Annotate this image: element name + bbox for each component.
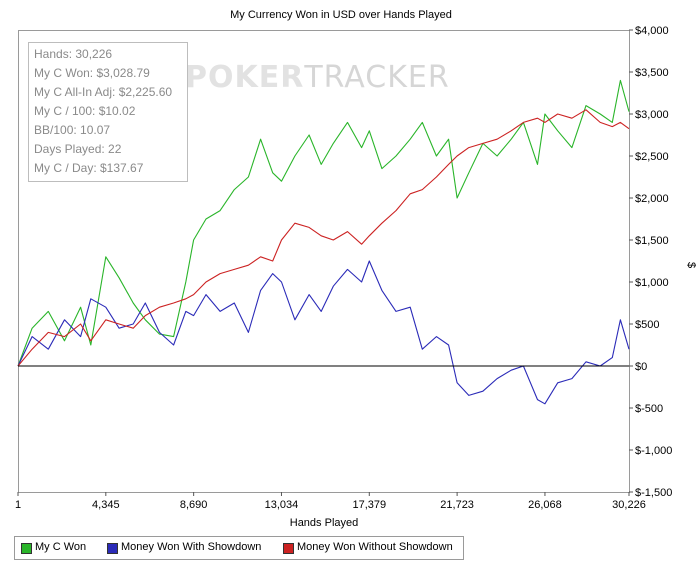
x-tick-label: 26,068 (528, 499, 562, 511)
series-line-0 (17, 79, 630, 367)
y-tick-label: $-1,500 (635, 487, 672, 499)
y-axis-label: $ (685, 262, 697, 268)
stat-days-played: Days Played: 22 (34, 142, 122, 156)
y-tick-label: $1,000 (635, 277, 669, 289)
x-tick-label: 1 (15, 499, 21, 511)
stats-summary-box: Hands: 30,226 My C Won: $3,028.79 My C A… (28, 42, 188, 182)
y-tick-label: $2,000 (635, 193, 669, 205)
y-tick-label: $500 (635, 319, 659, 331)
y-tick-label: $1,500 (635, 235, 669, 247)
stat-bb-per-100: BB/100: 10.07 (34, 123, 111, 137)
legend-swatch-non-showdown (283, 543, 294, 554)
x-axis-label: Hands Played (290, 517, 359, 529)
y-axis: $-1,500 $-1,000 $-500 $0 $500 $1,000 $1,500 $2,… (629, 25, 672, 499)
y-tick-label: $4,000 (635, 25, 669, 37)
pokertracker-watermark-logo: POKERTRACKER (185, 60, 450, 95)
stat-per-day: My C / Day: $137.67 (34, 161, 144, 175)
series-line-2 (17, 109, 630, 367)
x-tick-label: 13,034 (265, 499, 299, 511)
x-tick-label: 17,379 (352, 499, 386, 511)
x-tick-label: 21,723 (440, 499, 474, 511)
legend-swatch-showdown (107, 543, 118, 554)
chart-legend: My C Won Money Won With Showdown Money W… (14, 536, 464, 560)
chart-title: My Currency Won in USD over Hands Played (230, 9, 452, 21)
stat-won: My C Won: $3,028.79 (34, 66, 150, 80)
x-tick-label: 8,690 (180, 499, 208, 511)
x-tick-label: 4,345 (92, 499, 120, 511)
x-tick-label: 30,226 (612, 499, 646, 511)
y-tick-label: $3,500 (635, 67, 669, 79)
watermark-part1: POKER (185, 60, 305, 95)
y-tick-label: $0 (635, 361, 647, 373)
y-tick-label: $-500 (635, 403, 663, 415)
series-line-1 (17, 260, 630, 405)
y-tick-label: $-1,000 (635, 445, 672, 457)
series-layer (17, 79, 630, 405)
legend-item-non-showdown: Money Won Without Showdown (297, 541, 453, 553)
stat-per-100: My C / 100: $10.02 (34, 104, 136, 118)
y-tick-label: $2,500 (635, 151, 669, 163)
legend-item-showdown: Money Won With Showdown (121, 541, 262, 553)
x-axis: 1 4,345 8,690 13,034 17,379 21,723 26,068 30,22… (15, 492, 646, 511)
stat-hands: Hands: 30,226 (34, 47, 113, 61)
legend-item-my-c-won: My C Won (35, 541, 87, 553)
legend-swatch-my-c-won (21, 543, 32, 554)
watermark-part2: TRACKER (304, 60, 450, 95)
y-tick-label: $3,000 (635, 109, 669, 121)
stat-allin-adjusted: My C All-In Adj: $2,225.60 (34, 85, 173, 99)
